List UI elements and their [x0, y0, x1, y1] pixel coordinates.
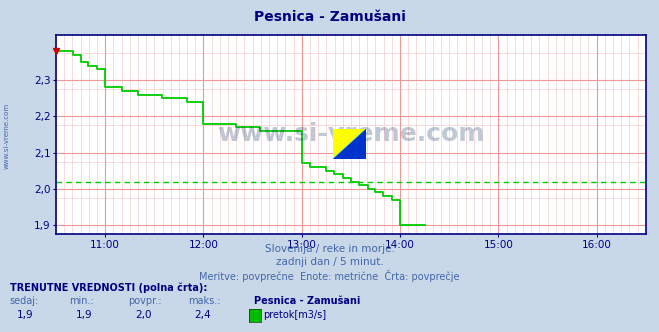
Text: 1,9: 1,9 — [76, 310, 92, 320]
Text: sedaj:: sedaj: — [10, 296, 39, 306]
Text: zadnji dan / 5 minut.: zadnji dan / 5 minut. — [275, 257, 384, 267]
Text: www.si-vreme.com: www.si-vreme.com — [217, 123, 484, 146]
Text: pretok[m3/s]: pretok[m3/s] — [264, 310, 327, 320]
Text: 2,4: 2,4 — [194, 310, 211, 320]
Text: Slovenija / reke in morje.: Slovenija / reke in morje. — [264, 244, 395, 254]
Text: maks.:: maks.: — [188, 296, 220, 306]
Polygon shape — [333, 129, 366, 159]
Text: Meritve: povprečne  Enote: metrične  Črta: povprečje: Meritve: povprečne Enote: metrične Črta:… — [199, 270, 460, 282]
Text: 2,0: 2,0 — [135, 310, 152, 320]
Text: www.si-vreme.com: www.si-vreme.com — [3, 103, 10, 169]
Text: povpr.:: povpr.: — [129, 296, 162, 306]
Text: Pesnica - Zamušani: Pesnica - Zamušani — [254, 296, 360, 306]
Text: min.:: min.: — [69, 296, 94, 306]
Polygon shape — [333, 129, 366, 159]
Text: 1,9: 1,9 — [16, 310, 33, 320]
Polygon shape — [333, 129, 366, 159]
Text: TRENUTNE VREDNOSTI (polna črta):: TRENUTNE VREDNOSTI (polna črta): — [10, 283, 208, 293]
Text: Pesnica - Zamušani: Pesnica - Zamušani — [254, 10, 405, 24]
